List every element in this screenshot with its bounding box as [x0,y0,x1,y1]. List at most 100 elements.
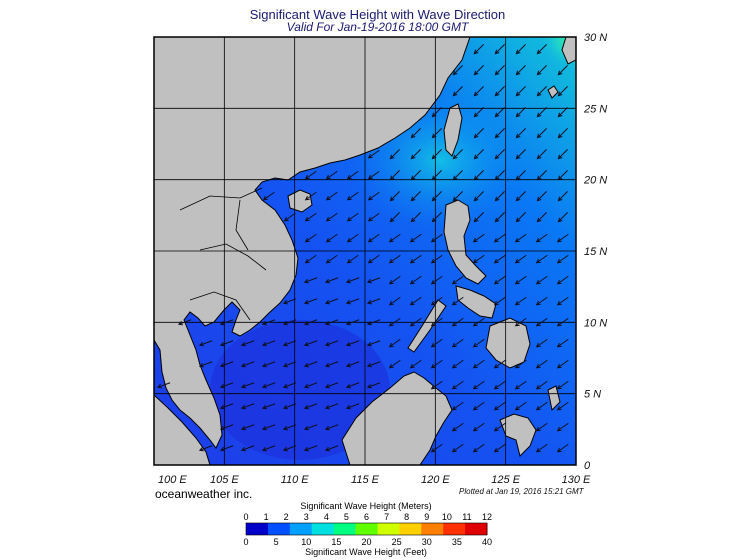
kyushu-island [561,37,576,65]
wave-arrow [515,170,526,181]
meter-tick-label: 0 [243,512,248,522]
feet-tick-label: 25 [392,537,402,547]
wave-arrow [536,191,547,202]
wave-arrow [494,212,505,223]
wave-arrow [494,107,505,118]
latitude-label: 20 N [583,175,607,187]
feet-tick-label: 20 [361,537,371,547]
meter-tick-label: 11 [462,512,471,522]
wave-arrow [473,149,484,160]
meter-tick-label: 10 [442,512,452,522]
colorbar-swatches [246,523,488,535]
wave-arrow [219,424,234,431]
meter-tick-label: 8 [404,512,409,522]
wave-arrow [303,403,318,410]
wave-arrow [346,191,359,201]
wave-arrow [345,382,360,389]
wave-arrow [261,445,276,452]
wave-arrow [535,296,548,306]
wave-arrow [514,401,527,411]
wave-arrow [451,380,464,390]
wave-arrow [473,191,484,202]
wave-arrow [431,107,442,118]
wave-arrow [514,233,527,243]
wave-arrow [430,296,443,306]
wave-arrow [410,170,421,181]
feet-tick-label: 0 [243,537,248,547]
longitude-label: 100 E [158,474,187,486]
wave-arrow [346,233,359,243]
sumatra-island [154,394,211,465]
longitude-label: 130 E [562,474,591,486]
meter-tick-label: 3 [304,512,309,522]
wave-arrow [282,340,297,347]
map-frame [153,36,577,466]
visayas-islands [455,285,497,319]
longitude-label: 120 E [421,474,450,486]
wave-arrow [494,128,505,139]
colorbar-swatch [246,523,269,535]
wave-arrow [430,275,443,285]
wave-arrow [261,340,276,347]
wave-arrow [557,128,568,139]
wave-arrow [472,338,485,348]
wave-arrow [366,382,381,389]
wave-arrow [451,422,464,432]
gulf-low-waves [210,320,390,460]
wave-arrow [198,445,213,452]
wave-arrow [324,424,339,431]
wave-arrow [389,212,400,223]
wave-arrow [282,361,297,368]
wave-arrow [388,296,401,306]
wave-arrow [493,443,506,453]
wave-arrow [366,298,381,305]
colorbar-swatch [377,523,400,535]
wave-arrow [515,107,526,118]
wave-arrow [556,254,569,264]
wave-arrow [515,65,526,76]
borneo-island [341,371,453,465]
wave-arrow [219,382,234,389]
wave-arrow [409,254,422,264]
wave-arrow [346,170,359,180]
wave-arrow [535,254,548,264]
wave-arrow [282,403,297,410]
wave-arrow [324,361,339,368]
wave-arrow [556,443,569,453]
wave-arrow [431,149,442,160]
wave-arrow [410,149,421,160]
wave-arrow [303,319,318,326]
taiwan-island [443,103,463,157]
meter-tick-label: 1 [264,512,269,522]
wave-arrow [452,86,463,97]
wave-arrow [493,401,506,411]
wave-arrow [240,361,255,368]
wave-arrow [514,275,527,285]
plotted-timestamp: Plotted at Jan 19, 2016 15:21 GMT [459,487,584,496]
wave-arrow [473,107,484,118]
wave-arrow [198,361,213,368]
longitude-labels: 100 E 105 E 110 E 115 E 120 E 125 E 130 E [158,474,591,486]
wave-arrow [325,212,338,222]
wave-arrow [240,340,255,347]
wave-arrow [303,277,318,284]
feet-tick-label: 5 [274,537,279,547]
wave-arrow [388,338,401,348]
colorbar-swatch [311,523,335,535]
wave-arrow [346,254,359,264]
wave-arrow [156,382,171,389]
wave-arrow [261,424,276,431]
colorbar-swatch [465,523,488,535]
colorbar-swatch [289,523,313,535]
wave-arrow [535,233,548,243]
wave-arrow [303,340,318,347]
wave-arrow [535,338,548,348]
wave-arrow [493,359,506,369]
wave-arrow [283,212,296,222]
wave-arrow [366,277,381,284]
wave-arrow [304,170,317,180]
latitude-label: 30 N [584,32,607,44]
wave-arrow [367,170,380,180]
wave-arrow [389,191,400,202]
